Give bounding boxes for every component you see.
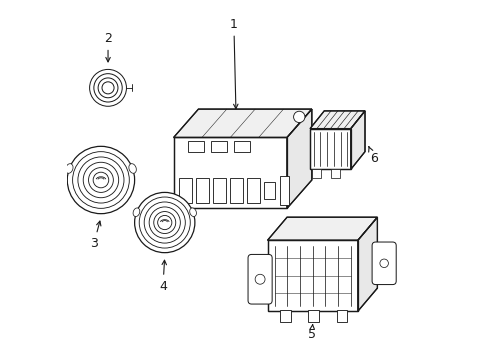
Bar bbox=[246, 178, 260, 203]
Circle shape bbox=[255, 274, 264, 284]
Polygon shape bbox=[309, 129, 350, 169]
Ellipse shape bbox=[189, 208, 196, 216]
Circle shape bbox=[379, 259, 387, 267]
Text: 1: 1 bbox=[229, 18, 238, 109]
Ellipse shape bbox=[133, 208, 140, 216]
Text: 3: 3 bbox=[90, 221, 101, 250]
Bar bbox=[311, 168, 320, 178]
Circle shape bbox=[293, 111, 305, 123]
Bar bbox=[233, 141, 249, 152]
Bar bbox=[229, 178, 243, 203]
Polygon shape bbox=[173, 109, 311, 138]
Ellipse shape bbox=[129, 164, 136, 173]
Polygon shape bbox=[309, 111, 364, 129]
Bar bbox=[196, 178, 209, 203]
Polygon shape bbox=[286, 109, 311, 208]
Polygon shape bbox=[350, 111, 364, 169]
Polygon shape bbox=[267, 240, 357, 311]
Bar bbox=[179, 178, 192, 203]
Bar bbox=[187, 141, 203, 152]
Text: 6: 6 bbox=[368, 147, 377, 165]
Circle shape bbox=[67, 146, 134, 214]
FancyBboxPatch shape bbox=[371, 242, 395, 284]
Bar bbox=[212, 178, 226, 203]
Bar bbox=[210, 141, 226, 152]
Polygon shape bbox=[357, 217, 377, 311]
Bar bbox=[279, 176, 288, 205]
Text: 5: 5 bbox=[307, 324, 315, 341]
Circle shape bbox=[134, 192, 195, 253]
Polygon shape bbox=[267, 217, 377, 240]
Text: 2: 2 bbox=[104, 32, 112, 62]
FancyBboxPatch shape bbox=[247, 255, 272, 304]
Polygon shape bbox=[173, 138, 286, 208]
Bar bbox=[279, 310, 290, 322]
Bar bbox=[331, 168, 340, 178]
Bar bbox=[307, 310, 318, 322]
Bar bbox=[264, 182, 275, 199]
Text: 4: 4 bbox=[159, 260, 166, 293]
Ellipse shape bbox=[65, 164, 73, 173]
Bar bbox=[336, 310, 346, 322]
